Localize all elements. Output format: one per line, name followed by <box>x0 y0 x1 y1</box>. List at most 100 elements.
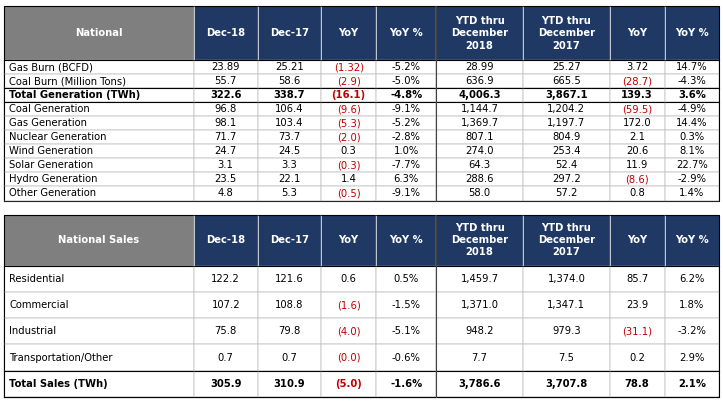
Bar <box>321 292 376 318</box>
Bar <box>376 344 436 371</box>
Text: 107.2: 107.2 <box>211 300 240 310</box>
Bar <box>194 158 257 172</box>
Text: 75.8: 75.8 <box>215 326 237 336</box>
Bar <box>609 186 664 200</box>
Bar <box>257 186 321 200</box>
Text: 122.2: 122.2 <box>211 274 240 284</box>
Bar <box>321 215 376 265</box>
Bar <box>609 344 664 371</box>
Text: Other Generation: Other Generation <box>9 188 96 198</box>
Text: Coal Burn (Million Tons): Coal Burn (Million Tons) <box>9 77 127 87</box>
Bar <box>436 186 523 200</box>
Text: -0.6%: -0.6% <box>392 352 421 363</box>
Bar <box>609 61 664 75</box>
Bar <box>523 172 609 186</box>
Text: 0.7: 0.7 <box>218 352 234 363</box>
Bar <box>523 75 609 89</box>
Bar <box>436 292 523 318</box>
Text: 0.6: 0.6 <box>341 274 356 284</box>
Bar <box>4 75 194 89</box>
Text: 3.72: 3.72 <box>626 63 649 73</box>
Text: Dec-18: Dec-18 <box>206 28 245 38</box>
Bar <box>257 158 321 172</box>
Bar <box>523 6 609 61</box>
Bar <box>194 318 257 344</box>
Text: 4,006.3: 4,006.3 <box>458 91 501 101</box>
Bar <box>376 265 436 292</box>
Text: 1,347.1: 1,347.1 <box>547 300 586 310</box>
Bar <box>523 116 609 130</box>
Text: 14.4%: 14.4% <box>676 118 708 128</box>
Text: 253.4: 253.4 <box>552 146 581 156</box>
Text: -2.9%: -2.9% <box>677 174 706 184</box>
Bar <box>257 344 321 371</box>
Bar <box>4 61 194 75</box>
Bar <box>376 130 436 144</box>
Bar <box>609 89 664 103</box>
Bar <box>523 158 609 172</box>
Text: YoY: YoY <box>338 235 359 245</box>
Text: -4.9%: -4.9% <box>677 105 706 114</box>
Bar <box>664 215 719 265</box>
Bar <box>321 6 376 61</box>
Bar <box>436 6 523 61</box>
Text: (5.3): (5.3) <box>337 118 361 128</box>
Text: (9.6): (9.6) <box>337 105 361 114</box>
Bar <box>436 172 523 186</box>
Text: 20.6: 20.6 <box>626 146 649 156</box>
Text: Dec-18: Dec-18 <box>206 235 245 245</box>
Text: 73.7: 73.7 <box>278 132 301 142</box>
Bar <box>376 186 436 200</box>
Text: 1,459.7: 1,459.7 <box>461 274 499 284</box>
Text: 3,867.1: 3,867.1 <box>545 91 588 101</box>
Text: 1,374.0: 1,374.0 <box>547 274 585 284</box>
Text: YoY: YoY <box>627 235 647 245</box>
Text: (16.1): (16.1) <box>332 91 366 101</box>
Bar <box>436 344 523 371</box>
Text: 103.4: 103.4 <box>275 118 304 128</box>
Bar <box>436 61 523 75</box>
Text: 5.3: 5.3 <box>281 188 297 198</box>
Bar <box>664 371 719 397</box>
Text: 0.2: 0.2 <box>629 352 645 363</box>
Text: -5.2%: -5.2% <box>392 63 421 73</box>
Text: 807.1: 807.1 <box>466 132 494 142</box>
Bar <box>194 344 257 371</box>
Text: 804.9: 804.9 <box>552 132 581 142</box>
Text: -7.7%: -7.7% <box>392 160 421 170</box>
Bar <box>4 144 194 158</box>
Bar <box>664 144 719 158</box>
Bar <box>376 6 436 61</box>
Bar <box>257 318 321 344</box>
Text: 64.3: 64.3 <box>469 160 491 170</box>
Bar <box>257 75 321 89</box>
Bar <box>523 318 609 344</box>
Bar <box>376 75 436 89</box>
Text: (28.7): (28.7) <box>622 77 652 87</box>
Text: 96.8: 96.8 <box>215 105 237 114</box>
Bar <box>523 144 609 158</box>
Bar <box>436 103 523 116</box>
Text: 1.8%: 1.8% <box>680 300 705 310</box>
Bar <box>321 103 376 116</box>
Bar <box>664 103 719 116</box>
Bar <box>664 61 719 75</box>
Text: (4.0): (4.0) <box>337 326 361 336</box>
Bar <box>4 103 194 116</box>
Text: 106.4: 106.4 <box>275 105 304 114</box>
Text: YoY: YoY <box>627 28 647 38</box>
Text: 3,707.8: 3,707.8 <box>545 379 588 389</box>
Bar <box>609 215 664 265</box>
Bar <box>321 130 376 144</box>
Bar <box>523 371 609 397</box>
Text: 121.6: 121.6 <box>275 274 304 284</box>
Bar <box>664 116 719 130</box>
Bar <box>257 215 321 265</box>
Text: -2.8%: -2.8% <box>392 132 421 142</box>
Bar <box>523 265 609 292</box>
Bar <box>436 265 523 292</box>
Text: 1.0%: 1.0% <box>393 146 419 156</box>
Bar <box>321 371 376 397</box>
Text: 6.3%: 6.3% <box>393 174 419 184</box>
Text: 71.7: 71.7 <box>215 132 237 142</box>
